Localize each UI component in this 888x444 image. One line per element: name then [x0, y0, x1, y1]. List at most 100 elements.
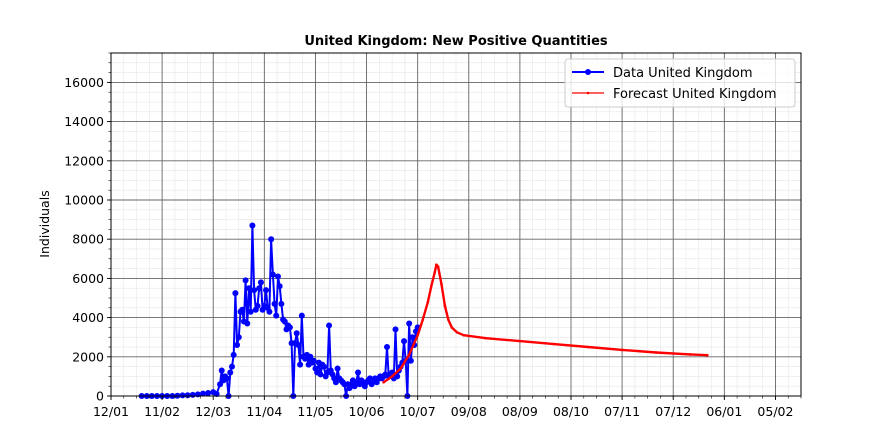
- data-point: [276, 283, 283, 290]
- forecast-point: [586, 345, 590, 349]
- data-point: [298, 312, 305, 319]
- x-tick-label: 09/08: [451, 404, 487, 419]
- data-point: [293, 330, 300, 337]
- data-point: [266, 308, 273, 315]
- data-point: [406, 320, 413, 327]
- data-point: [242, 277, 249, 284]
- data-point: [392, 326, 399, 333]
- forecast-point: [399, 367, 402, 370]
- y-tick-label: 6000: [72, 271, 104, 286]
- data-point: [307, 353, 314, 360]
- x-tick-label: 07/11: [604, 404, 640, 419]
- data-point: [194, 391, 201, 398]
- y-tick-label: 10000: [64, 193, 104, 208]
- x-tick-label: 07/12: [655, 404, 691, 419]
- data-point: [310, 357, 317, 364]
- forecast-point: [443, 304, 447, 308]
- y-tick-label: 4000: [72, 310, 104, 325]
- legend-box: [564, 58, 796, 108]
- data-point: [278, 300, 285, 307]
- data-point: [271, 300, 278, 307]
- data-point: [263, 287, 270, 294]
- data-point: [179, 392, 186, 399]
- data-point: [230, 351, 237, 358]
- data-point: [394, 373, 401, 380]
- data-point: [355, 369, 362, 376]
- data-point: [246, 285, 252, 292]
- data-point: [244, 320, 251, 327]
- y-tick-label: 8000: [72, 232, 104, 247]
- data-point: [297, 361, 304, 368]
- y-axis-label: Individuals: [37, 190, 52, 257]
- data-point: [227, 369, 234, 376]
- forecast-point: [416, 333, 419, 337]
- data-point: [334, 365, 341, 372]
- data-point: [218, 367, 225, 374]
- data-point: [320, 363, 327, 370]
- forecast-point: [440, 282, 443, 286]
- chart-title: United Kingdom: New Positive Quantities: [304, 34, 608, 49]
- legend: Data United Kingdom Forecast United King…: [564, 58, 796, 108]
- forecast-point: [620, 348, 624, 352]
- data-point: [409, 334, 416, 341]
- y-tick-label: 0: [96, 389, 104, 404]
- legend-label-data: Data United Kingdom: [613, 66, 753, 81]
- data-point: [228, 363, 235, 370]
- x-tick-label: 08/10: [553, 404, 589, 419]
- forecast-point: [407, 353, 411, 357]
- data-point: [184, 392, 191, 399]
- forecast-point: [421, 318, 425, 321]
- data-point: [235, 334, 242, 341]
- x-tick-label: 12/01: [93, 404, 129, 419]
- data-point: [286, 324, 293, 331]
- data-point: [407, 357, 414, 364]
- x-tick-label: 11/04: [246, 404, 282, 419]
- forecast-point: [435, 263, 438, 266]
- y-tick-label: 12000: [64, 153, 104, 168]
- data-point: [268, 236, 275, 243]
- y-tick-label: 14000: [64, 114, 104, 129]
- x-tick-label: 10/06: [349, 404, 385, 419]
- forecast-point: [705, 353, 709, 357]
- forecast-point: [429, 284, 433, 288]
- legend-label-forecast: Forecast United Kingdom: [613, 87, 776, 102]
- axis-ticks: 0 2000 4000 6000 8000 10000 12000 14000 16000 12/…: [64, 52, 802, 419]
- data-point: [274, 273, 281, 280]
- forecast-point: [462, 333, 465, 337]
- data-point: [254, 302, 261, 309]
- x-tick-label: 10/07: [400, 404, 436, 419]
- data-point: [189, 391, 196, 398]
- forecast-point: [447, 318, 450, 321]
- data-point: [295, 342, 302, 349]
- data-point: [256, 285, 263, 292]
- data-point: [317, 371, 324, 378]
- data-point: [332, 379, 339, 386]
- forecast-point: [484, 336, 488, 340]
- forecast-point: [688, 353, 692, 356]
- data-point: [251, 287, 258, 294]
- data-point: [249, 222, 256, 229]
- y-tick-label: 16000: [64, 75, 104, 90]
- data-point: [326, 322, 333, 329]
- forecast-point: [390, 375, 394, 378]
- forecast-point: [433, 271, 437, 274]
- x-tick-label: 05/02: [757, 404, 793, 419]
- data-point: [200, 390, 206, 397]
- forecast-point: [654, 351, 658, 354]
- forecast-point: [436, 265, 440, 268]
- data-point: [269, 271, 276, 278]
- x-tick-label: 08/09: [502, 404, 538, 419]
- x-tick-label: 11/02: [144, 404, 180, 419]
- data-point: [239, 306, 246, 313]
- forecast-point: [382, 380, 385, 384]
- data-point: [232, 290, 239, 297]
- data-point: [401, 338, 408, 345]
- forecast-point: [455, 331, 459, 334]
- x-tick-label: 11/05: [297, 404, 333, 419]
- data-point: [273, 312, 280, 319]
- forecast-point: [518, 339, 522, 343]
- data-point: [205, 390, 212, 397]
- data-point: [234, 342, 241, 349]
- data-point: [217, 381, 224, 388]
